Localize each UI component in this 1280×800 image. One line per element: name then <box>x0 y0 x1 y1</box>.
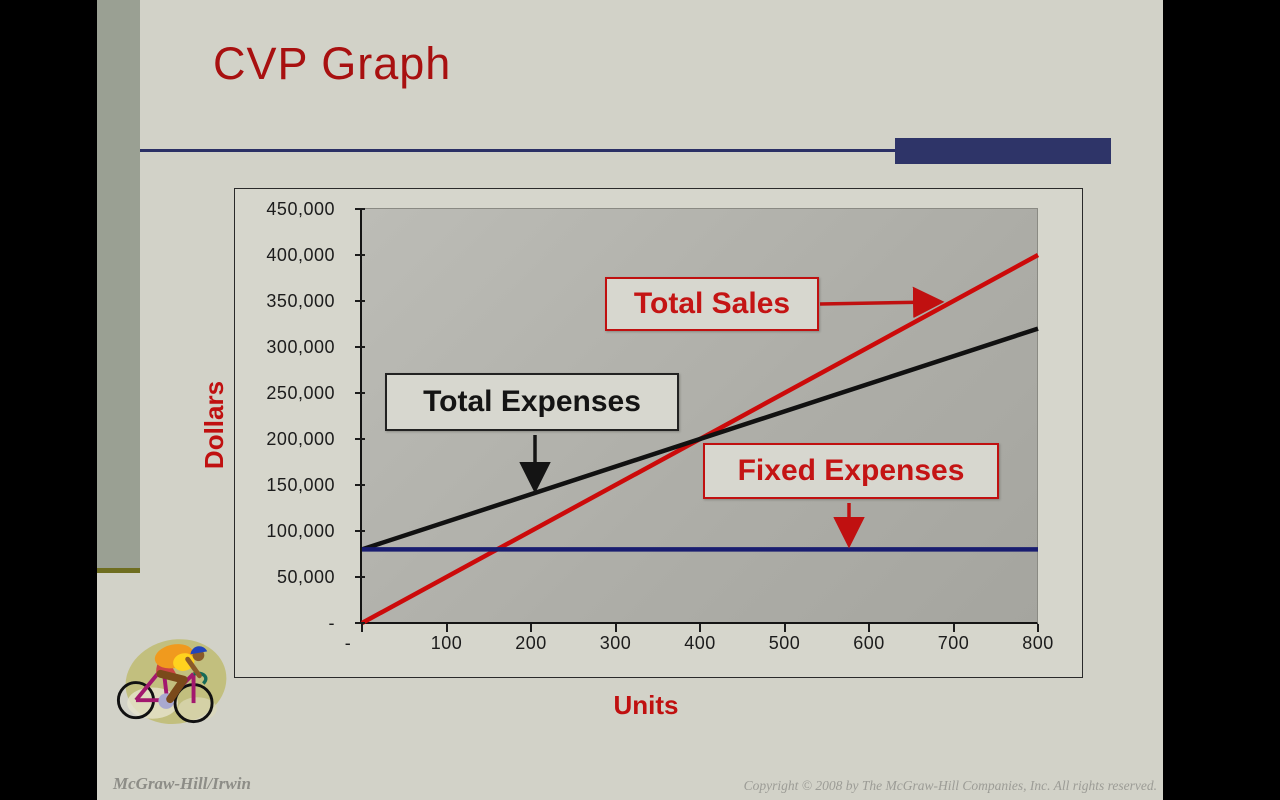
tick-mark <box>614 624 617 632</box>
x-tick-label: 500 <box>768 633 801 653</box>
x-tick-label: 600 <box>853 633 885 653</box>
y-tick-label: 300,000 <box>266 337 335 357</box>
y-tick-label: 450,000 <box>266 199 335 219</box>
x-tick-label: 800 <box>1022 633 1054 653</box>
tick-mark <box>355 346 365 348</box>
x-tick-label: 700 <box>937 633 970 653</box>
tick-mark <box>355 438 365 440</box>
y-tick-label: 350,000 <box>266 291 335 311</box>
x-tick-label: 100 <box>430 633 463 653</box>
slide: CVP Graph - 50,000 100,000 150,000 200,000 25… <box>97 0 1163 800</box>
tick-mark <box>361 624 363 632</box>
callout-fixed-expenses: Fixed Expenses <box>703 443 999 499</box>
x-tick-label: 400 <box>684 633 716 653</box>
header-accent-bar <box>895 138 1111 164</box>
x-axis-title: Units <box>613 690 679 720</box>
tick-mark <box>355 392 365 394</box>
callout-total-expenses: Total Expenses <box>385 373 679 431</box>
series-line-total-expenses <box>361 326 1039 552</box>
footer-brand: McGraw-Hill/Irwin <box>113 774 251 793</box>
tick-mark <box>355 576 365 578</box>
cyclist-clipart-image <box>116 639 227 724</box>
chart-series-svg <box>360 253 1040 625</box>
y-tick-label: 50,000 <box>276 567 335 587</box>
x-tick-label: - <box>344 633 352 653</box>
title-underline-rule <box>140 149 896 152</box>
slide-title: CVP Graph <box>213 38 452 89</box>
tick-mark <box>355 484 365 486</box>
tick-mark <box>355 622 365 624</box>
total-sales-arrow <box>819 286 945 319</box>
tick-mark <box>355 300 365 302</box>
tick-mark <box>355 530 365 532</box>
tick-mark <box>355 208 365 210</box>
x-tick-label: 300 <box>599 633 632 653</box>
y-tick-label: 100,000 <box>266 521 335 541</box>
tick-mark <box>868 624 870 632</box>
tick-mark <box>355 254 365 256</box>
footer-copyright: Copyright © 2008 by The McGraw-Hill Comp… <box>743 778 1157 793</box>
y-tick-label: 200,000 <box>266 429 335 449</box>
cvp-chart: - 50,000 100,000 150,000 200,000 250,000 300,0… <box>234 188 1083 678</box>
tick-mark <box>1037 624 1039 632</box>
helmet <box>190 646 208 655</box>
tick-mark <box>445 624 448 632</box>
tick-mark <box>530 624 532 632</box>
tick-mark <box>783 624 786 632</box>
y-axis-title: Dollars <box>199 380 229 470</box>
left-accent-column <box>97 0 140 568</box>
y-tick-label: 150,000 <box>266 475 335 495</box>
y-tick-label: - <box>328 613 335 633</box>
rider <box>154 644 208 704</box>
x-tick-label: 200 <box>515 633 547 653</box>
y-tick-label: 400,000 <box>266 245 335 265</box>
tick-mark <box>699 624 701 632</box>
tick-mark <box>952 624 955 632</box>
y-tick-label: 250,000 <box>266 383 335 403</box>
left-accent-column-cap <box>97 568 140 573</box>
callout-total-sales: Total Sales <box>605 277 819 331</box>
